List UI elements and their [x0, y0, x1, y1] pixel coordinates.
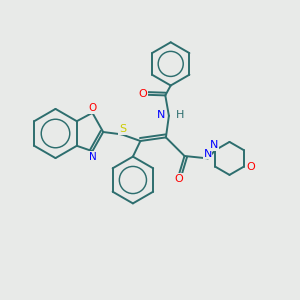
Text: N: N: [157, 110, 165, 120]
Text: H: H: [176, 110, 184, 120]
Text: O: O: [246, 162, 255, 172]
Text: N: N: [209, 140, 218, 150]
Text: N: N: [89, 152, 97, 162]
Text: O: O: [88, 103, 97, 113]
Text: O: O: [138, 89, 147, 99]
Text: O: O: [174, 174, 183, 184]
Text: N: N: [203, 148, 212, 159]
Text: S: S: [119, 124, 126, 134]
